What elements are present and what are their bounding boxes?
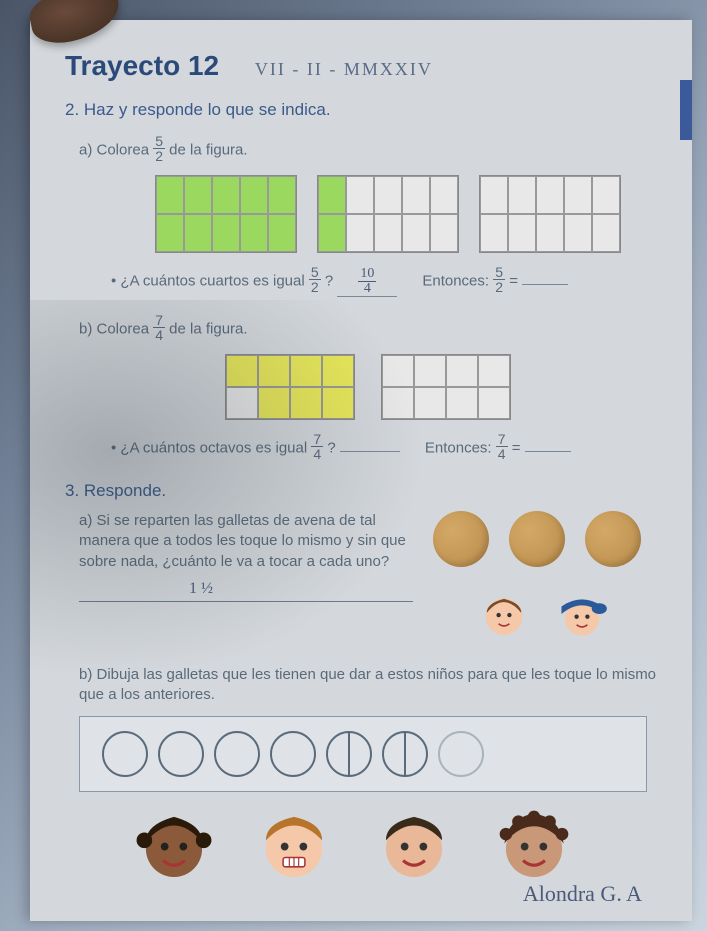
q2b-rect-1 xyxy=(225,354,355,420)
q2a-entonces-blank[interactable] xyxy=(522,284,568,285)
fraction-7-4-c: 7 4 xyxy=(496,432,508,461)
kid-face-icon xyxy=(477,587,531,641)
fraction-5-2-b: 5 2 xyxy=(309,265,321,294)
q3a-handwritten-answer: 1 ½ xyxy=(189,580,213,597)
q2b-label: b) Colorea 7 4 de la figura. xyxy=(79,315,657,344)
q3a: a) Si se reparten las galletas de avena … xyxy=(79,511,657,651)
worksheet-page: Trayecto 12 VII - II - MMXXIV 2. Haz y r… xyxy=(30,20,692,921)
fraction-5-2: 5 2 xyxy=(153,134,165,163)
kid-face-icon xyxy=(495,806,573,884)
q3b-text: b) Dibuja las galletas que les tienen qu… xyxy=(79,665,657,706)
q3a-illustration xyxy=(427,511,657,651)
q2a-label: a) Colorea 5 2 de la figura. xyxy=(79,136,657,165)
title-text: Trayecto 12 xyxy=(65,50,219,81)
fraction-5-2-c: 5 2 xyxy=(493,265,505,294)
drawn-cookie-split xyxy=(326,731,372,777)
kid-face-icon xyxy=(375,806,453,884)
q2a-rect-3 xyxy=(479,175,621,253)
question-2-prompt: 2. Haz y responde lo que se indica. xyxy=(65,100,657,120)
kid-face-icon xyxy=(135,806,213,884)
q2a-answer-blank[interactable]: 10 4 xyxy=(337,267,397,297)
q3b-drawing-box[interactable] xyxy=(79,716,647,792)
q2b-rect-2 xyxy=(381,354,511,420)
q2a-subquestion: • ¿A cuántos cuartos es igual 5 2 ? 10 4… xyxy=(111,267,657,297)
q2a-rect-1 xyxy=(155,175,297,253)
q2b-entonces-blank[interactable] xyxy=(525,451,571,452)
page-tab xyxy=(680,80,692,140)
cookie-icon xyxy=(433,511,489,567)
drawn-cookie-faint xyxy=(438,731,484,777)
kid-face-icon xyxy=(255,806,333,884)
student-signature: Alondra G. A xyxy=(523,881,642,907)
kid-face-icon xyxy=(555,587,609,641)
q2b-answer-blank[interactable] xyxy=(340,451,400,452)
drawn-cookie xyxy=(214,731,260,777)
q3b-kids-row xyxy=(135,806,657,884)
drawn-cookie xyxy=(270,731,316,777)
q3-heading: 3. Responde. xyxy=(65,481,657,501)
page-title: Trayecto 12 VII - II - MMXXIV xyxy=(65,50,657,82)
question-3: 3. Responde. a) Si se reparten las galle… xyxy=(65,481,657,884)
q3a-text: a) Si se reparten las galletas de avena … xyxy=(79,511,413,602)
q2b-subquestion: • ¿A cuántos octavos es igual 7 4 ? Ento… xyxy=(111,434,657,463)
q2a-rect-2 xyxy=(317,175,459,253)
drawn-cookie-split xyxy=(382,731,428,777)
q2b-figures xyxy=(225,354,657,420)
handwritten-10-4: 10 4 xyxy=(358,267,376,296)
q2a-figures xyxy=(155,175,657,253)
drawn-cookie xyxy=(102,731,148,777)
fraction-7-4: 7 4 xyxy=(153,313,165,342)
cookie-icon xyxy=(585,511,641,567)
fraction-7-4-b: 7 4 xyxy=(311,432,323,461)
drawn-cookie xyxy=(158,731,204,777)
cookie-icon xyxy=(509,511,565,567)
handwritten-date: VII - II - MMXXIV xyxy=(255,59,433,80)
q3a-answer-line[interactable]: 1 ½ xyxy=(79,578,413,603)
